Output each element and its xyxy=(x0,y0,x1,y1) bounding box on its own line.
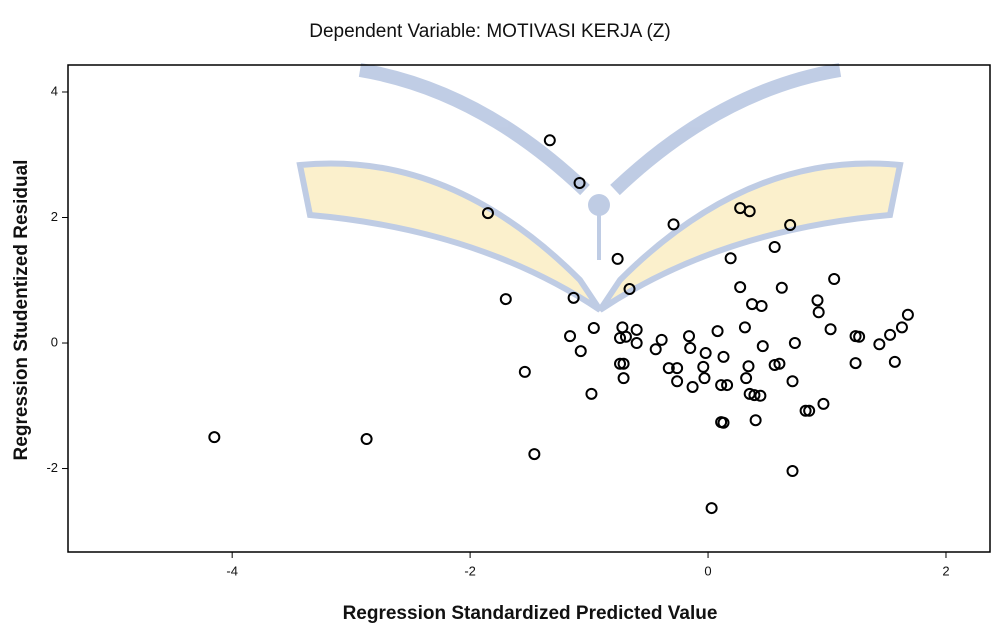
point xyxy=(630,323,643,336)
plot-frame xyxy=(67,64,991,553)
watermark xyxy=(296,63,904,313)
point xyxy=(812,306,825,319)
point xyxy=(734,281,747,294)
point xyxy=(683,330,696,343)
point xyxy=(895,321,908,334)
point xyxy=(614,331,627,344)
point xyxy=(573,176,586,189)
point xyxy=(671,375,684,388)
point xyxy=(617,357,630,370)
point xyxy=(786,465,799,478)
point xyxy=(623,283,636,296)
point xyxy=(799,404,812,417)
point xyxy=(743,387,756,400)
x-tick-label: 0 xyxy=(704,563,711,578)
point xyxy=(667,218,680,231)
point xyxy=(742,360,755,373)
point xyxy=(755,299,768,312)
point xyxy=(754,389,767,402)
y-tick-label: 2 xyxy=(51,209,58,224)
point xyxy=(528,448,541,461)
point xyxy=(617,372,630,385)
point xyxy=(649,343,662,356)
point xyxy=(717,350,730,363)
point xyxy=(768,358,781,371)
point xyxy=(740,372,753,385)
point xyxy=(803,404,816,417)
point xyxy=(888,355,901,368)
point xyxy=(828,273,841,286)
point xyxy=(208,431,221,444)
point xyxy=(788,337,801,350)
point xyxy=(786,375,799,388)
point xyxy=(662,362,675,375)
point xyxy=(749,414,762,427)
x-tick-label: 2 xyxy=(942,563,949,578)
point xyxy=(686,380,699,393)
y-tick-label: 0 xyxy=(51,334,58,349)
point xyxy=(574,345,587,358)
point xyxy=(698,372,711,385)
point xyxy=(724,252,737,265)
x-tick-label: -4 xyxy=(226,563,238,578)
point xyxy=(587,321,600,334)
x-tick-label: -2 xyxy=(464,563,476,578)
point xyxy=(671,362,684,375)
point xyxy=(619,330,632,343)
point xyxy=(655,333,668,346)
point xyxy=(773,357,786,370)
point xyxy=(481,207,494,220)
point xyxy=(768,240,781,253)
point xyxy=(518,365,531,378)
y-axis-label: Regression Studentized Residual xyxy=(11,160,32,461)
point xyxy=(717,416,730,429)
point xyxy=(784,219,797,232)
y-tick-label: -2 xyxy=(46,460,58,475)
point xyxy=(630,337,643,350)
point xyxy=(697,360,710,373)
point xyxy=(849,357,862,370)
x-axis-label: Regression Standardized Predicted Value xyxy=(343,603,718,624)
point xyxy=(853,330,866,343)
point xyxy=(711,325,724,338)
point xyxy=(721,379,734,392)
point xyxy=(360,433,373,446)
point xyxy=(884,328,897,341)
point xyxy=(748,389,761,402)
point xyxy=(756,340,769,353)
point xyxy=(611,252,624,265)
point xyxy=(567,291,580,304)
point xyxy=(715,379,728,392)
point xyxy=(746,298,759,311)
point xyxy=(775,281,788,294)
point xyxy=(824,323,837,336)
point xyxy=(543,134,556,147)
y-tick-label: 4 xyxy=(51,83,58,98)
point xyxy=(705,502,718,515)
point xyxy=(614,357,627,370)
point xyxy=(738,321,751,334)
point xyxy=(817,397,830,410)
point xyxy=(499,293,512,306)
point xyxy=(564,330,577,343)
point xyxy=(585,387,598,400)
point xyxy=(873,338,886,351)
point xyxy=(743,205,756,218)
point xyxy=(699,347,712,360)
point xyxy=(901,308,914,321)
chart-title: Dependent Variable: MOTIVASI KERJA (Z) xyxy=(309,21,671,42)
point xyxy=(684,342,697,355)
point xyxy=(811,294,824,307)
